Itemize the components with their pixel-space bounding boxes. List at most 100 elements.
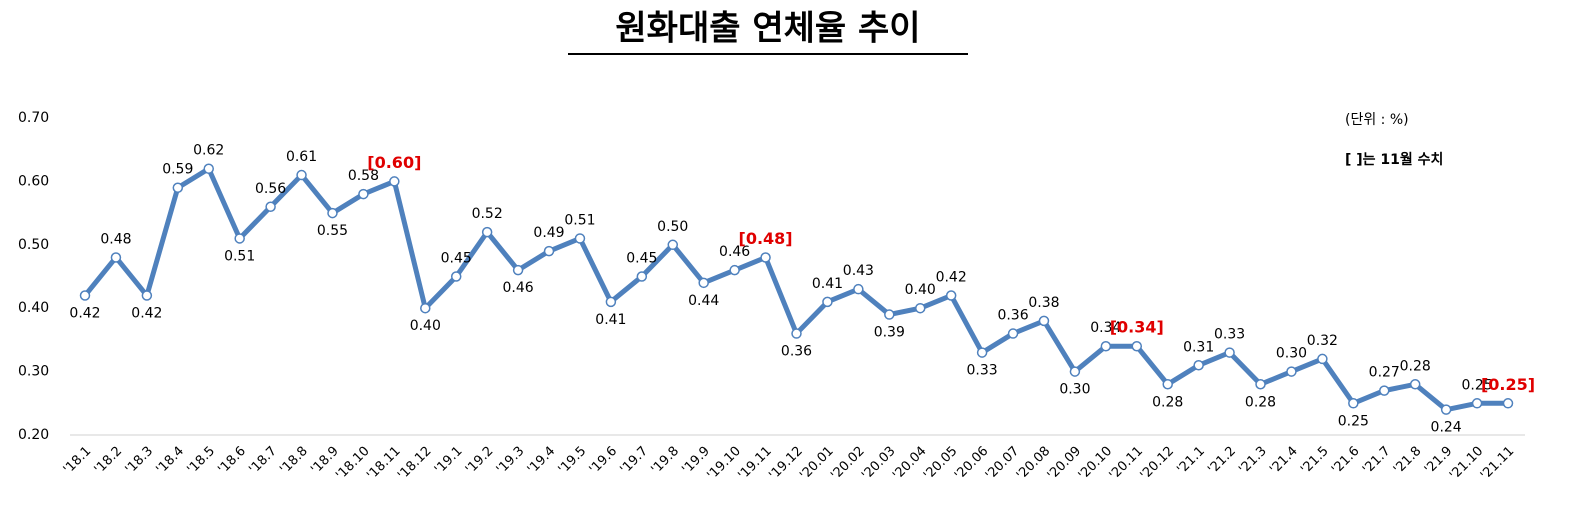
data-label: 0.24 (1431, 420, 1462, 436)
data-point (914, 302, 926, 314)
data-label: 0.61 (286, 149, 317, 165)
data-point (1348, 398, 1359, 409)
y-tick-label: 0.30 (18, 364, 49, 380)
data-label: 0.25 (1461, 377, 1492, 393)
data-label: 0.30 (1276, 346, 1307, 362)
data-point (1069, 366, 1081, 377)
data-label: 0.56 (255, 181, 286, 197)
x-tick-label: '18.6 (215, 444, 249, 478)
x-tick-label: '19.8 (648, 444, 682, 478)
data-point (141, 290, 153, 301)
data-point (1100, 340, 1112, 352)
x-tick-label: '20.04 (890, 444, 929, 483)
data-point (574, 233, 586, 244)
x-tick-label: '20.03 (859, 444, 898, 483)
x-tick-label: '19.10 (704, 444, 743, 483)
x-tick-label: '20.09 (1045, 444, 1084, 483)
data-point (79, 290, 91, 301)
data-label: 0.38 (1028, 295, 1059, 311)
data-point (296, 169, 307, 181)
data-label: 0.48 (100, 231, 131, 247)
data-point (1162, 379, 1173, 390)
data-label: 0.40 (905, 282, 936, 298)
unit-note: (단위 : %) (1345, 112, 1409, 128)
x-tick-label: '21.7 (1360, 444, 1394, 478)
x-tick-label: '18.4 (153, 444, 187, 478)
x-tick-label: '21.8 (1391, 444, 1425, 478)
data-label: 0.52 (472, 206, 503, 222)
data-label: [0.48] (739, 229, 793, 248)
data-point (698, 277, 709, 289)
data-point (729, 264, 740, 276)
data-label: 0.58 (348, 168, 379, 184)
data-point (1038, 315, 1050, 327)
x-tick-label: '19.5 (556, 444, 590, 478)
data-point (358, 188, 369, 200)
x-tick-label: '18.5 (184, 444, 218, 478)
x-tick-label: '19.3 (494, 444, 528, 478)
data-label: 0.25 (1338, 413, 1369, 429)
data-label: 0.32 (1307, 333, 1338, 349)
data-label: 0.34 (1090, 320, 1121, 336)
data-label: 0.46 (503, 280, 534, 296)
data-point (1409, 379, 1421, 390)
data-point (481, 226, 493, 238)
data-point (172, 182, 184, 193)
data-point (512, 264, 524, 276)
data-label: [0.25] (1481, 375, 1535, 394)
x-tick-label: '20.12 (1138, 444, 1177, 483)
y-tick-label: 0.40 (18, 300, 49, 316)
x-tick-label: '19.7 (618, 444, 652, 478)
data-label: 0.45 (626, 251, 657, 267)
x-tick-label: '18.11 (364, 444, 403, 483)
data-point (791, 328, 802, 339)
data-point (1502, 398, 1514, 409)
data-label: 0.33 (967, 363, 998, 379)
x-tick-label: '20.02 (828, 444, 867, 483)
data-label: 0.40 (410, 318, 441, 334)
data-label: 0.46 (719, 244, 750, 260)
x-tick-label: '21.2 (1205, 444, 1239, 478)
data-label: [0.60] (367, 153, 421, 172)
x-tick-label: '20.11 (1107, 444, 1146, 483)
x-tick-label: '18.8 (277, 444, 311, 478)
data-point (1224, 347, 1235, 358)
data-label: 0.36 (781, 344, 812, 360)
data-point (327, 207, 338, 219)
legend-note: [ ]는 11월 수치 (1345, 151, 1443, 168)
data-label: 0.62 (193, 143, 224, 159)
x-tick-label: '20.06 (952, 444, 991, 483)
data-label: 0.39 (874, 325, 905, 341)
data-point (945, 290, 957, 301)
x-tick-label: '18.12 (395, 444, 434, 483)
chart-title: 원화대출 연체율 추이 (615, 9, 920, 49)
y-tick-label: 0.50 (18, 237, 49, 253)
x-tick-label: '21.6 (1329, 444, 1363, 478)
data-point (203, 163, 214, 174)
data-point (1007, 328, 1019, 339)
data-label: 0.41 (812, 276, 843, 292)
y-tick-label: 0.70 (18, 110, 49, 126)
data-label: 0.43 (843, 263, 874, 279)
data-label: 0.27 (1369, 365, 1400, 381)
data-point (822, 296, 833, 308)
data-point (884, 309, 895, 320)
data-point (1193, 360, 1204, 371)
x-tick-label: '19.1 (432, 444, 466, 478)
data-label: 0.49 (533, 225, 564, 241)
data-point (389, 176, 400, 187)
x-tick-label: '21.3 (1236, 444, 1270, 478)
data-label: 0.42 (131, 306, 162, 322)
data-label: 0.33 (1214, 327, 1245, 343)
x-tick-label: '21.4 (1267, 444, 1301, 478)
data-point (1379, 385, 1390, 396)
data-label: 0.50 (657, 219, 688, 235)
data-point (1131, 340, 1143, 352)
data-label: 0.28 (1152, 394, 1183, 410)
data-point (420, 302, 431, 314)
x-tick-label: '20.08 (1014, 444, 1053, 483)
data-label: 0.28 (1400, 358, 1431, 374)
data-label: 0.31 (1183, 339, 1214, 355)
data-point (1317, 353, 1328, 365)
